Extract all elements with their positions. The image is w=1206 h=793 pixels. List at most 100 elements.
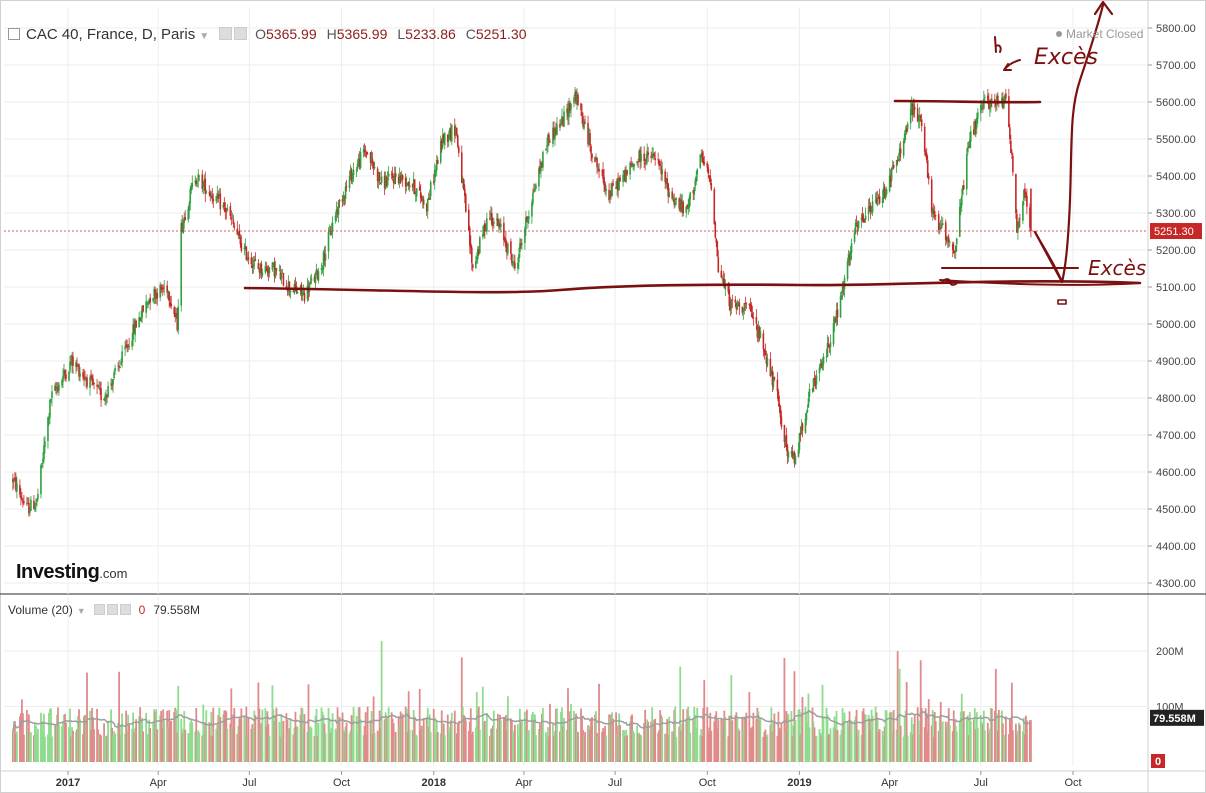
candle-body bbox=[371, 159, 374, 165]
volume-bar bbox=[619, 725, 621, 762]
candle-body bbox=[861, 214, 864, 221]
volume-bar bbox=[124, 733, 127, 762]
volume-bar bbox=[546, 735, 548, 762]
volume-bar bbox=[210, 711, 213, 762]
volume-bar bbox=[497, 719, 500, 762]
candle-body bbox=[471, 247, 473, 263]
volume-title[interactable]: Volume (20) bbox=[8, 603, 73, 617]
candle-body bbox=[190, 186, 193, 191]
volume-bar bbox=[623, 730, 626, 762]
candle-body bbox=[229, 206, 232, 216]
volume-bar bbox=[784, 732, 787, 762]
candle-body bbox=[341, 199, 344, 202]
volume-bar bbox=[358, 707, 361, 762]
close-icon[interactable] bbox=[119, 604, 131, 615]
volume-bar bbox=[265, 726, 268, 762]
candle-body bbox=[128, 345, 130, 347]
volume-bar bbox=[460, 657, 463, 762]
volume-bar bbox=[539, 723, 541, 762]
candle-body bbox=[296, 291, 299, 294]
volume-bar bbox=[56, 714, 58, 762]
volume-bar bbox=[1017, 722, 1020, 762]
eye-icon[interactable] bbox=[93, 604, 105, 615]
candle-body bbox=[737, 301, 740, 303]
candle-body bbox=[315, 268, 318, 272]
candle-body bbox=[219, 193, 222, 210]
volume-bar bbox=[331, 713, 334, 762]
volume-bar bbox=[506, 696, 509, 762]
volume-bar bbox=[489, 728, 492, 762]
volume-bar bbox=[630, 715, 633, 762]
chevron-down-icon[interactable]: ▼ bbox=[76, 606, 86, 616]
volume-bar bbox=[884, 710, 887, 762]
candle-body bbox=[182, 222, 185, 234]
volume-bar bbox=[940, 730, 943, 762]
chevron-down-icon[interactable]: ▼ bbox=[199, 31, 210, 42]
volume-bar bbox=[853, 720, 856, 762]
volume-bar bbox=[749, 729, 752, 762]
volume-bar bbox=[477, 706, 480, 762]
volume-bar bbox=[568, 721, 570, 762]
volume-bar bbox=[50, 708, 52, 762]
candle-body bbox=[414, 194, 417, 196]
volume-bar bbox=[413, 716, 416, 762]
volume-bar bbox=[833, 716, 836, 762]
volume-bar bbox=[742, 730, 745, 762]
volume-bar bbox=[202, 704, 205, 762]
volume-bar bbox=[674, 706, 677, 762]
volume-bar bbox=[162, 709, 165, 762]
volume-bar bbox=[673, 710, 676, 762]
volume-bar bbox=[713, 721, 716, 762]
candle-body bbox=[280, 274, 283, 279]
volume-bar bbox=[682, 709, 685, 762]
volume-bar bbox=[366, 706, 369, 762]
candle-body bbox=[885, 189, 888, 195]
candle-body bbox=[630, 163, 632, 165]
candle-body bbox=[464, 194, 467, 212]
volume-bar bbox=[650, 721, 653, 762]
candle-body bbox=[931, 209, 934, 214]
candle-body bbox=[195, 180, 198, 185]
candle-body bbox=[645, 158, 647, 164]
volume-bar bbox=[188, 733, 191, 762]
candle-body bbox=[675, 197, 678, 201]
candle-body bbox=[910, 103, 913, 112]
gear-icon[interactable] bbox=[106, 604, 118, 615]
candle-body bbox=[176, 312, 179, 330]
y-tick-label: 4500.00 bbox=[1156, 504, 1196, 516]
volume-bar bbox=[595, 711, 597, 762]
volume-bar bbox=[890, 712, 893, 762]
hide-checkbox-icon[interactable] bbox=[8, 28, 20, 40]
candle-body bbox=[819, 363, 822, 367]
candle-body bbox=[479, 237, 481, 253]
volume-last-label: 79.558M bbox=[1153, 713, 1196, 725]
y-tick-label: 200M bbox=[1156, 646, 1184, 658]
volume-bar bbox=[689, 732, 692, 762]
volume-bar bbox=[919, 660, 922, 762]
candle-body bbox=[156, 292, 158, 299]
volume-bar bbox=[517, 735, 520, 762]
volume-bar bbox=[988, 728, 991, 762]
candle-body bbox=[611, 184, 613, 197]
candle-body bbox=[55, 386, 57, 389]
volume-bar bbox=[528, 730, 530, 762]
volume-bar bbox=[972, 719, 975, 762]
candle-body bbox=[138, 317, 140, 328]
candle-body bbox=[13, 478, 15, 482]
eye-icon[interactable] bbox=[219, 27, 233, 40]
volume-bar bbox=[1024, 734, 1026, 762]
candle-body bbox=[918, 114, 921, 121]
candle-body bbox=[394, 173, 397, 178]
volume-bar bbox=[222, 714, 225, 762]
volume-bar bbox=[766, 734, 769, 762]
candle-body bbox=[960, 196, 963, 206]
volume-bar bbox=[526, 709, 528, 762]
gear-icon[interactable] bbox=[234, 27, 248, 40]
volume-bar bbox=[812, 721, 815, 762]
candle-body bbox=[1008, 96, 1010, 128]
y-tick-label: 5600.00 bbox=[1156, 97, 1196, 109]
candle-body bbox=[370, 157, 373, 163]
candle-body bbox=[169, 302, 172, 306]
symbol-title[interactable]: CAC 40, France, D, Paris bbox=[26, 26, 196, 43]
